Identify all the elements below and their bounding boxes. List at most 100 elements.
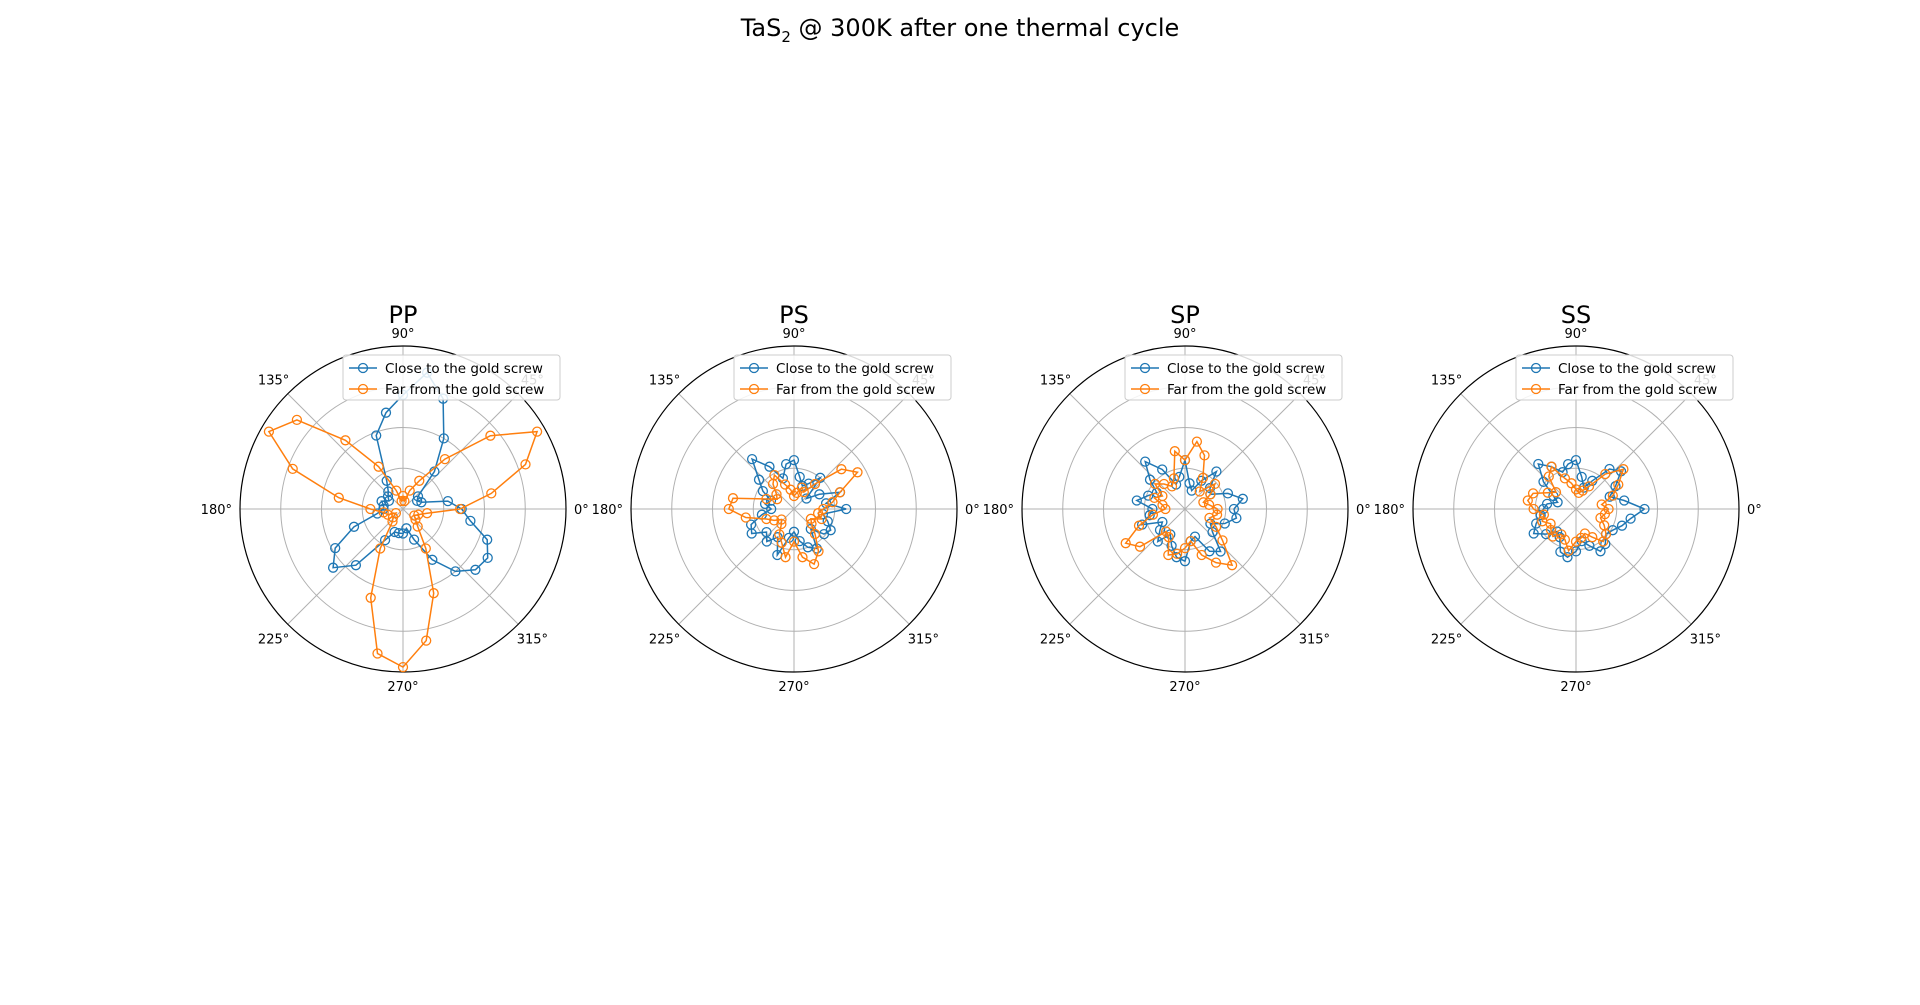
data-point-far: [1563, 545, 1574, 556]
data-point-close: [408, 534, 420, 545]
polar-frame: [630, 345, 958, 673]
data-point-far: [1546, 461, 1557, 472]
angle-tick-label: 315°: [1690, 632, 1721, 647]
data-point-close: [1231, 512, 1242, 524]
data-point-close: [794, 535, 805, 547]
legend-label: Far from the gold screw: [385, 382, 544, 398]
data-point-far: [1613, 479, 1624, 490]
data-point-close: [1215, 546, 1226, 557]
data-point-close: [482, 534, 493, 545]
data-point-close: [412, 491, 424, 502]
title-subscript: 2: [781, 27, 791, 46]
title-rest: @ 300K after one thermal cycle: [790, 14, 1180, 42]
data-point-far: [827, 497, 838, 508]
data-point-far: [1171, 548, 1183, 560]
data-point-close: [1219, 518, 1230, 529]
angle-tick-label: 225°: [258, 632, 289, 647]
angular-gridline: [1575, 508, 1692, 625]
data-point-close: [761, 536, 772, 547]
data-point-close: [470, 564, 481, 575]
data-point-far: [1194, 486, 1205, 497]
data-point-close: [783, 532, 795, 544]
data-point-close: [1237, 493, 1248, 504]
data-point-close: [1541, 498, 1553, 510]
data-point-close: [371, 430, 382, 441]
data-point-far: [1211, 509, 1223, 520]
angle-tick-label: 135°: [1431, 374, 1462, 389]
data-point-close: [1533, 458, 1544, 470]
data-point-far: [454, 503, 466, 515]
legend: Close to the gold screw Far from the gold…: [1124, 354, 1343, 401]
data-point-far: [1587, 532, 1598, 543]
data-point-far: [1573, 487, 1584, 499]
angular-gridline: [793, 393, 910, 510]
data-point-close: [822, 516, 833, 527]
data-point-far: [1550, 487, 1562, 498]
data-point-close: [450, 566, 461, 577]
angular-gridline: [678, 393, 795, 510]
data-point-far: [834, 487, 846, 498]
data-point-close: [753, 474, 765, 485]
data-point-close: [350, 560, 362, 571]
data-point-far: [365, 592, 376, 603]
data-point-far: [1596, 499, 1607, 510]
data-point-far: [414, 475, 425, 486]
data-point-far: [1607, 490, 1618, 501]
figure-title: TaS2 @ 300K after one thermal cycle: [0, 14, 1920, 46]
angle-tick-label: 270°: [778, 680, 809, 695]
data-point-far: [387, 512, 399, 523]
data-point-close: [746, 528, 757, 539]
legend-label: Close to the gold screw: [776, 361, 934, 377]
data-point-close: [1616, 520, 1628, 531]
data-point-far: [1179, 542, 1191, 554]
angle-tick-label: 270°: [1560, 680, 1591, 695]
angle-tick-label: 0°: [574, 503, 589, 518]
data-point-close: [1184, 478, 1195, 489]
legend-label: Close to the gold screw: [1167, 361, 1325, 377]
data-point-far: [1168, 473, 1180, 484]
data-point-far: [1559, 534, 1571, 545]
data-point-close: [1140, 456, 1151, 467]
data-point-far: [761, 493, 772, 505]
data-point-far: [263, 426, 275, 437]
data-point-close: [393, 527, 404, 539]
data-point-close: [1157, 464, 1168, 475]
angle-tick-label: 180°: [1374, 503, 1405, 518]
data-point-far: [780, 552, 791, 563]
data-point-far: [1198, 497, 1209, 508]
series-line-far: [1526, 465, 1625, 553]
data-point-far: [1147, 509, 1159, 520]
data-point-far: [767, 478, 779, 490]
data-point-far: [1618, 464, 1629, 475]
data-point-far: [333, 492, 344, 503]
angular-gridline: [793, 508, 910, 625]
angle-tick-label: 315°: [517, 632, 548, 647]
legend-label: Close to the gold screw: [1558, 361, 1716, 377]
polar-frame: [1412, 345, 1740, 673]
angular-gridline: [1069, 508, 1186, 625]
legend: Close to the gold screw Far from the gold…: [342, 354, 561, 401]
data-point-far: [812, 508, 824, 519]
data-point-far: [776, 518, 787, 530]
data-point-far: [375, 543, 386, 554]
panel-title: PS: [779, 301, 809, 329]
data-point-close: [382, 491, 394, 502]
data-point-far: [1527, 488, 1539, 499]
legend-frame: [1515, 354, 1734, 401]
series-line-close: [1135, 457, 1245, 563]
data-point-close: [378, 500, 389, 511]
data-point-far: [1542, 487, 1553, 498]
data-point-close: [1600, 538, 1611, 550]
data-point-far: [1599, 508, 1611, 520]
data-point-close: [482, 552, 493, 564]
data-point-close: [1531, 518, 1542, 529]
data-point-far: [761, 513, 772, 525]
data-point-close: [1186, 485, 1197, 496]
polar-frame: [1021, 345, 1349, 673]
angular-gridline: [1184, 508, 1301, 625]
data-point-far: [410, 514, 421, 525]
data-point-far: [1197, 472, 1209, 484]
data-point-far: [723, 503, 734, 515]
